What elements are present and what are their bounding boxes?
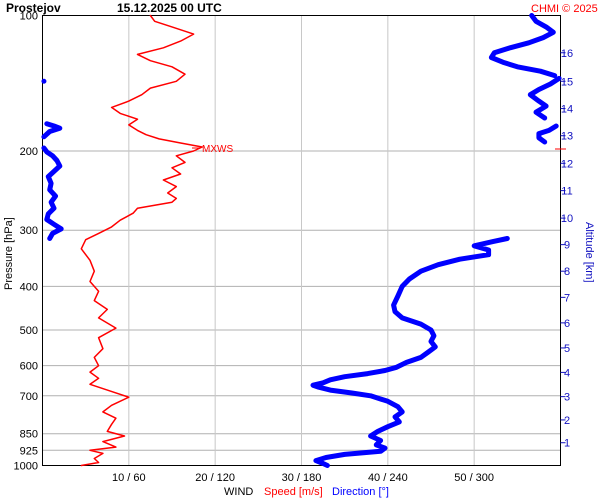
pressure-tick-label: 100	[20, 11, 38, 23]
altitude-tick-label: 2	[564, 415, 570, 427]
station-name: Prostejov	[6, 1, 61, 15]
speed-line	[80, 14, 203, 467]
wind-tick-label: 40 / 240	[368, 472, 408, 484]
altitude-tick-label: 7	[564, 292, 570, 304]
wind-ticks: 10 / 60 20 / 120 30 / 180 40 / 240 50 / 300	[112, 472, 494, 484]
y2-axis-label: Altitude [km]	[583, 222, 595, 283]
altitude-tick-label: 4	[564, 367, 570, 379]
altitude-tick-label: 5	[564, 343, 570, 355]
pressure-tick-label: 700	[20, 391, 38, 403]
direction-line	[536, 123, 559, 145]
wind-tick-label: 50 / 300	[454, 472, 494, 484]
pressure-tick-label: 500	[20, 325, 38, 337]
altitude-tick-label: 10	[561, 213, 573, 225]
mxws-label: MXWS	[202, 144, 233, 155]
sounding-datetime: 15.12.2025 00 UTC	[117, 1, 222, 15]
plot-frame	[42, 15, 561, 466]
wind-tick-label: 10 / 60	[112, 472, 146, 484]
altitude-tick-label: 11	[561, 186, 572, 198]
altitude-tick-label: 8	[564, 266, 570, 278]
pressure-tick-label: 850	[20, 429, 38, 441]
x-axis-wind-label: WIND	[224, 486, 253, 498]
altitude-tick-label: 13	[561, 131, 573, 143]
pressure-tick-label: 200	[20, 146, 38, 158]
y-axis-label: Pressure [hPa]	[3, 217, 15, 290]
pressure-tick-label: 300	[20, 225, 38, 237]
wind-series	[41, 13, 562, 468]
altitude-tick-label: 14	[561, 104, 573, 116]
wind-tick-label: 20 / 120	[195, 472, 235, 484]
wind-tick-label: 30 / 180	[282, 472, 322, 484]
altitude-tick-label: 1	[564, 438, 570, 450]
altitude-tick-label: 12	[561, 158, 573, 170]
pressure-tick-label: 600	[20, 361, 38, 373]
altitude-tick-label: 3	[564, 392, 570, 404]
direction-line	[41, 121, 63, 140]
altitude-tick-label: 6	[564, 318, 570, 330]
altitude-tick-label: 15	[561, 76, 573, 88]
pressure-tick-label: 925	[20, 445, 38, 457]
pressure-ticks: 100 200 300 400 500 600 700 850 925 1000	[14, 11, 38, 473]
direction-point	[41, 78, 47, 84]
direction-line	[41, 145, 64, 241]
direction-line	[527, 75, 562, 121]
mxws-annotation: MXWS	[192, 144, 566, 155]
x-axis-direction-label: Direction [°]	[332, 486, 389, 498]
copyright-label: CHMI © 2025	[531, 3, 598, 15]
altitude-tick-label: 16	[561, 48, 573, 60]
x-axis-speed-label: Speed [m/s]	[264, 486, 323, 498]
direction-line	[488, 13, 558, 79]
chart-grid	[42, 15, 561, 466]
direction-line	[310, 236, 510, 468]
altitude-tick-label: 9	[564, 240, 570, 252]
pressure-tick-label: 1000	[14, 461, 38, 473]
pressure-tick-label: 400	[20, 281, 38, 293]
